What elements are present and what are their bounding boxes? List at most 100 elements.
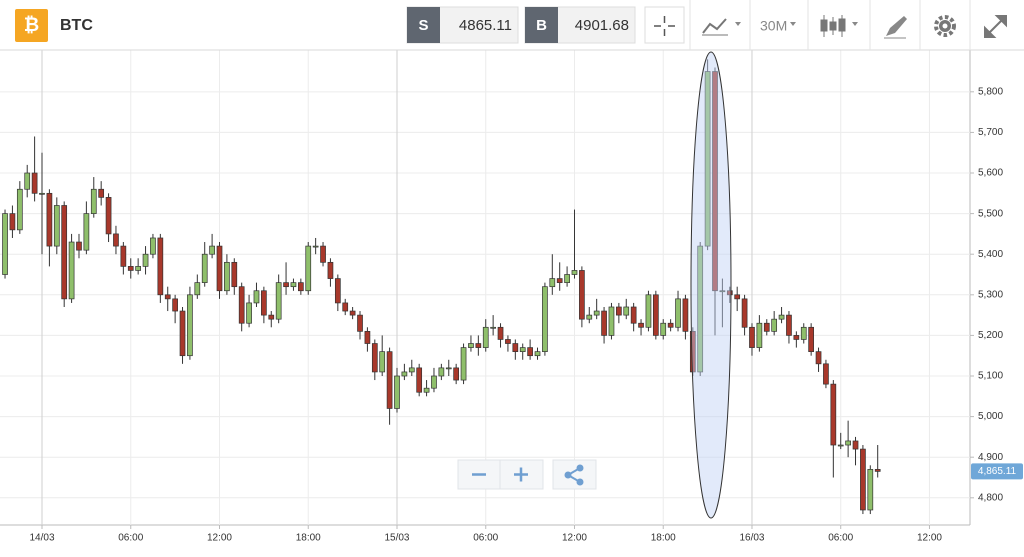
crosshair-button[interactable] xyxy=(644,6,685,44)
candle-body xyxy=(179,310,186,357)
last-price-label: 4,865.11 xyxy=(978,466,1017,477)
x-tick-label: 12:00 xyxy=(562,533,587,544)
candle-body xyxy=(726,290,733,296)
chart-type-button[interactable] xyxy=(702,18,741,36)
candle-body xyxy=(268,314,275,320)
x-tick-label: 06:00 xyxy=(473,533,498,544)
zoom-out-button[interactable] xyxy=(457,459,501,490)
x-tick-label: 15/03 xyxy=(384,533,409,544)
candle-body xyxy=(349,310,356,316)
x-tick-label: 18:00 xyxy=(296,533,321,544)
candle-body xyxy=(298,282,304,292)
fullscreen-button[interactable] xyxy=(984,15,1007,38)
candle-body xyxy=(534,351,541,357)
candle-body xyxy=(98,188,105,198)
sell-badge xyxy=(407,7,440,43)
candle-body xyxy=(867,469,874,511)
x-tick-label: 18:00 xyxy=(651,533,676,544)
candle-body xyxy=(616,306,622,316)
candle-body xyxy=(135,266,141,271)
candle-body xyxy=(601,310,607,336)
candle-body xyxy=(105,197,112,235)
candle-body xyxy=(357,314,363,332)
candle-body xyxy=(224,261,230,292)
candle-body xyxy=(39,192,45,195)
candle-body xyxy=(431,375,437,389)
y-tick-label: 5,500 xyxy=(978,208,1003,219)
y-tick-label: 5,200 xyxy=(978,330,1003,341)
y-tick-label: 5,100 xyxy=(978,371,1003,382)
candle-body xyxy=(416,367,423,393)
candle-body xyxy=(460,347,467,381)
interval[interactable]: 30M xyxy=(760,18,787,34)
candle-body xyxy=(586,314,593,320)
buy-label: B xyxy=(536,17,547,34)
candle-body xyxy=(741,298,748,328)
candle-body xyxy=(505,339,511,344)
candle-body xyxy=(150,237,156,255)
candle-body xyxy=(290,282,297,288)
candle-body xyxy=(645,294,652,328)
y-tick-label: 5,700 xyxy=(978,127,1003,138)
candle-body xyxy=(2,213,8,275)
candle-body xyxy=(16,188,23,231)
y-tick-label: 5,800 xyxy=(978,86,1003,97)
x-tick-label: 16/03 xyxy=(739,533,764,544)
candle-body xyxy=(157,237,164,296)
candle-body xyxy=(630,306,637,324)
candle-body xyxy=(371,343,378,373)
candle-icon-button[interactable] xyxy=(820,15,858,37)
candle-body xyxy=(786,314,792,336)
candle-body xyxy=(497,326,504,340)
settings-button[interactable] xyxy=(934,15,956,37)
candle-body xyxy=(837,444,844,447)
candle-body xyxy=(527,347,533,357)
candle-body xyxy=(423,387,430,393)
draw-button[interactable] xyxy=(884,16,907,39)
candle-body xyxy=(571,270,578,275)
candle-body xyxy=(216,245,223,292)
candle-body xyxy=(379,351,386,373)
candle-body xyxy=(823,363,829,385)
candle-body xyxy=(593,310,600,316)
share-button[interactable] xyxy=(552,459,597,490)
candle-body xyxy=(83,213,90,251)
candle-body xyxy=(482,326,489,348)
candle-body xyxy=(246,302,252,324)
x-tick-label: 12:00 xyxy=(917,533,942,544)
candle-body xyxy=(490,326,496,329)
candle-body xyxy=(542,286,548,352)
y-tick-label: 4,800 xyxy=(978,492,1003,503)
candle-body xyxy=(697,245,704,373)
zoom-in-button[interactable] xyxy=(499,459,544,490)
symbol: BTC xyxy=(60,17,93,34)
last-price-box xyxy=(971,463,1023,480)
y-tick-label: 5,600 xyxy=(978,168,1003,179)
interval-caret xyxy=(790,22,796,26)
y-tick-label: 4,900 xyxy=(978,452,1003,463)
buy-badge xyxy=(525,7,558,43)
candle-body xyxy=(556,278,563,283)
candle-body xyxy=(608,306,615,336)
candle-body xyxy=(852,440,859,450)
candle-body xyxy=(445,367,452,370)
candle-body xyxy=(749,326,755,348)
candle-body xyxy=(438,367,445,377)
x-tick-label: 12:00 xyxy=(207,533,232,544)
candle-body xyxy=(830,383,837,446)
candle-body xyxy=(31,172,38,194)
candle-body xyxy=(408,367,415,373)
highlight-ellipse xyxy=(690,51,732,519)
coin-glyph: ₿ xyxy=(24,15,39,36)
candle-body xyxy=(76,241,82,251)
candle-body xyxy=(90,188,97,214)
candle-body xyxy=(194,282,201,296)
candle-body xyxy=(127,266,134,271)
candle-body xyxy=(394,375,400,409)
candle-body xyxy=(652,294,659,336)
candle-body xyxy=(320,245,326,263)
candle-body xyxy=(519,347,526,352)
x-tick-label: 14/03 xyxy=(29,533,54,544)
candle-body xyxy=(187,294,193,357)
candle-body xyxy=(682,298,689,332)
